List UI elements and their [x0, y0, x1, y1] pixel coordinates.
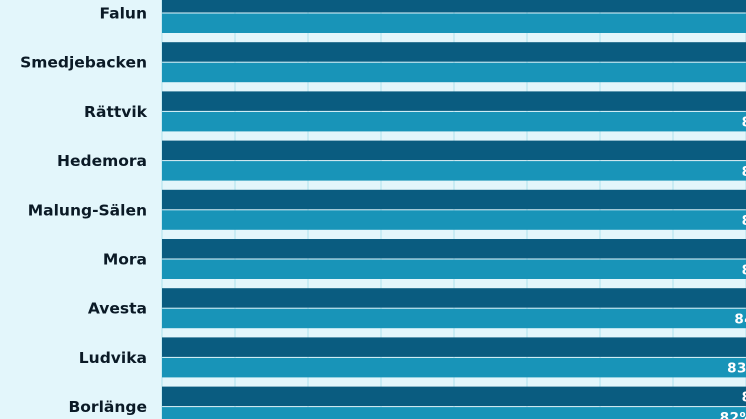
bar — [162, 13, 746, 33]
bar-group: 88%86%Smedjebacken — [20, 42, 746, 83]
category-label: Mora — [103, 251, 147, 269]
bar-group: 88%85%Rättvik — [84, 91, 746, 132]
data-label: 85% — [742, 389, 746, 405]
bar — [162, 42, 746, 62]
data-label: 85% — [742, 262, 746, 278]
bar — [162, 337, 746, 357]
bar — [162, 239, 746, 259]
bar — [162, 210, 746, 230]
data-label: 85% — [742, 213, 746, 229]
data-label: 82% — [720, 410, 746, 419]
bar-groups: 90%87%Falun88%86%Smedjebacken88%85%Rättv… — [20, 0, 746, 419]
bar — [162, 0, 746, 13]
bar-group: 87%85%Hedemora — [57, 140, 746, 181]
bar-group: 87%84%Avesta — [88, 288, 746, 329]
bar — [162, 357, 746, 378]
category-label: Falun — [99, 5, 147, 23]
bar-group: 87%85%Malung-Sälen — [28, 189, 746, 230]
bar — [162, 111, 746, 132]
category-label: Borlänge — [68, 398, 147, 416]
data-label: 85% — [742, 164, 746, 180]
data-label: 85% — [742, 115, 746, 131]
bar — [162, 308, 746, 329]
bar-group: 86%83%Ludvika — [79, 337, 746, 378]
data-label: 83% — [727, 361, 746, 377]
category-label: Rättvik — [84, 103, 148, 121]
bar — [162, 288, 746, 308]
category-label: Avesta — [88, 300, 147, 318]
category-label: Smedjebacken — [20, 54, 147, 72]
category-label: Hedemora — [57, 152, 147, 170]
bar-group: 90%87%Falun — [99, 0, 746, 33]
bar-group: 85% 82% Borlänge — [68, 386, 746, 419]
bar — [162, 259, 746, 279]
category-label: Malung-Sälen — [28, 201, 147, 219]
data-label: 84% — [734, 311, 746, 327]
category-label: Ludvika — [79, 349, 147, 367]
bar-group: 87%85%Mora — [103, 239, 746, 279]
bar — [162, 91, 746, 111]
bar — [162, 140, 746, 161]
bar — [162, 386, 746, 407]
bar — [162, 189, 746, 210]
bar — [162, 161, 746, 181]
bar — [162, 62, 746, 83]
bar — [162, 407, 746, 419]
